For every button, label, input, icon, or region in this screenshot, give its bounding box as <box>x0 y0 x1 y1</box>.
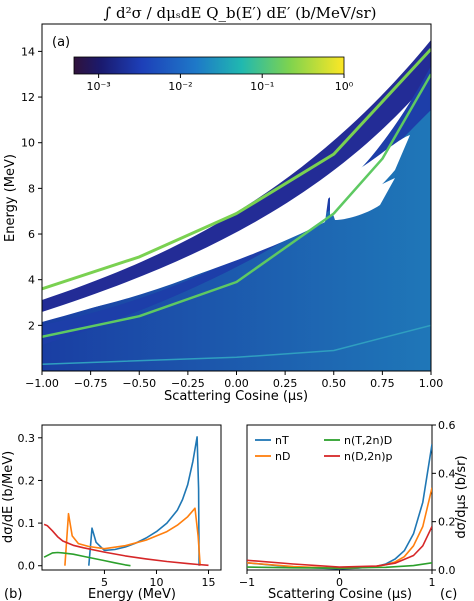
panel-a-xtick-label: 0.50 <box>322 377 347 390</box>
legend-label: n(T,2n)D <box>344 434 392 447</box>
panel-c-xtick-label: 1 <box>429 576 436 589</box>
legend-label: nT <box>275 434 289 447</box>
panel-a-xtick-label: 0.75 <box>370 377 395 390</box>
colorbar-ticks: 10⁻³ 10⁻² 10⁻¹ 10⁰ <box>87 74 354 93</box>
panel-c-ytick-label: 0.4 <box>438 467 456 480</box>
heatmap-panel-a: (a) 10⁻³ 10⁻² 10⁻¹ 10⁰ −1.00 −0.75 −0.50 −0.25… <box>3 23 443 404</box>
panel-b-xlabel: Energy (MeV) <box>88 587 176 601</box>
panel-c-ytick-label: 0.6 <box>438 419 456 432</box>
panel-c-lines <box>247 444 432 570</box>
panel-b-label: (b) <box>4 587 22 601</box>
panel-b-xtick-label: 10 <box>149 576 163 589</box>
heatmap-gap-3 <box>330 178 395 220</box>
panel-c-ylabel: dσ/dμs (b/sr) <box>454 455 469 538</box>
panel-c-xlabel: Scattering Cosine (μs) <box>268 587 412 601</box>
panel-c-series-line <box>247 562 432 569</box>
panel-a-ytick-label: 8 <box>28 182 35 195</box>
panel-a-ytick-label: 6 <box>28 228 35 241</box>
panel-b-ylabel: dσ/dE (b/MeV) <box>1 451 16 543</box>
panel-c-label: (c) <box>440 587 457 601</box>
panel-b-xtick-label: 15 <box>202 576 216 589</box>
heatmap-ridge <box>42 73 431 339</box>
panel-a-ytick-label: 2 <box>28 319 35 332</box>
panel-b-series-line <box>43 551 131 567</box>
heatmap-ridge <box>42 48 431 291</box>
figure-title: ∫ d²σ / dμₛdE Q_b(E′) dE′ (b/MeV/sr) <box>103 4 376 22</box>
colorbar-tick-label: 10⁰ <box>335 80 354 93</box>
panel-a-ytick-label: 14 <box>21 45 35 58</box>
legend: nT nD n(T,2n)D n(D,2n)p <box>255 434 392 463</box>
panel-b-axes: 5 10 15 0.0 0.1 0.2 0.3 <box>18 432 216 589</box>
panel-c-ytick-label: 0.0 <box>438 564 456 577</box>
panel-c-xtick-label: −1 <box>239 576 255 589</box>
panel-b-ytick-label: 0.0 <box>18 560 36 573</box>
heatmap-lower-band <box>42 66 431 345</box>
panel-c-axes: −1 0 10.0 0.2 0.4 0.6 <box>239 419 456 589</box>
line-panel-c: nT nD n(T,2n)D n(D,2n)p −1 0 10.0 0.2 0.4 0.6 Sc… <box>239 419 469 601</box>
panel-c-series-line <box>247 526 432 568</box>
panel-a-xtick-label: −0.50 <box>122 377 156 390</box>
panel-c-xtick-label: 0 <box>336 576 343 589</box>
legend-label: nD <box>275 450 290 463</box>
colorbar-tick-label: 10⁻³ <box>87 80 111 93</box>
panel-a-ylabel: Energy (MeV) <box>3 154 18 242</box>
panel-a-xtick-label: 0.00 <box>224 377 249 390</box>
panel-a-xtick-label: −0.25 <box>171 377 205 390</box>
panel-a-xtick-label: −0.75 <box>74 377 108 390</box>
heatmap-ridges <box>42 48 431 365</box>
panel-c-series-line <box>247 487 432 570</box>
panel-a-label: (a) <box>52 35 70 50</box>
panel-a-axes: −1.00 −0.75 −0.50 −0.25 0.00 0.25 0.50 0.75 1.00… <box>21 45 443 390</box>
panel-b-ytick-label: 0.1 <box>18 517 36 530</box>
panel-a-ytick-label: 12 <box>21 91 35 104</box>
panel-b-lines <box>43 436 209 567</box>
heatmap-ridge <box>42 324 431 365</box>
panel-b-series-line <box>43 523 209 567</box>
panel-b-frame <box>41 424 222 571</box>
colorbar <box>73 56 345 75</box>
panel-a-xlabel: Scattering Cosine (μs) <box>164 389 308 404</box>
colorbar-tick-label: 10⁻² <box>168 80 192 93</box>
panel-b-series-line <box>88 436 200 566</box>
panel-b-xtick-label: 5 <box>101 576 108 589</box>
panel-b-ytick-label: 0.3 <box>18 432 36 445</box>
colorbar-tick-label: 10⁻¹ <box>250 80 274 93</box>
panel-a-ytick-label: 10 <box>21 137 35 150</box>
heatmap-gap-1 <box>42 185 330 322</box>
panel-a-xtick-label: 1.00 <box>419 377 444 390</box>
legend-label: n(D,2n)p <box>344 450 392 463</box>
panel-a-xtick-label: 0.25 <box>273 377 298 390</box>
panel-b-ytick-label: 0.2 <box>18 474 36 487</box>
line-panel-b: 5 10 15 0.0 0.1 0.2 0.3 Energy (MeV) dσ/dE (b/… <box>1 424 222 601</box>
panel-a-ytick-label: 4 <box>28 274 35 287</box>
panel-a-xtick-label: −1.00 <box>25 377 59 390</box>
panel-b-series-line <box>64 507 201 566</box>
panel-c-ytick-label: 0.2 <box>438 516 456 529</box>
